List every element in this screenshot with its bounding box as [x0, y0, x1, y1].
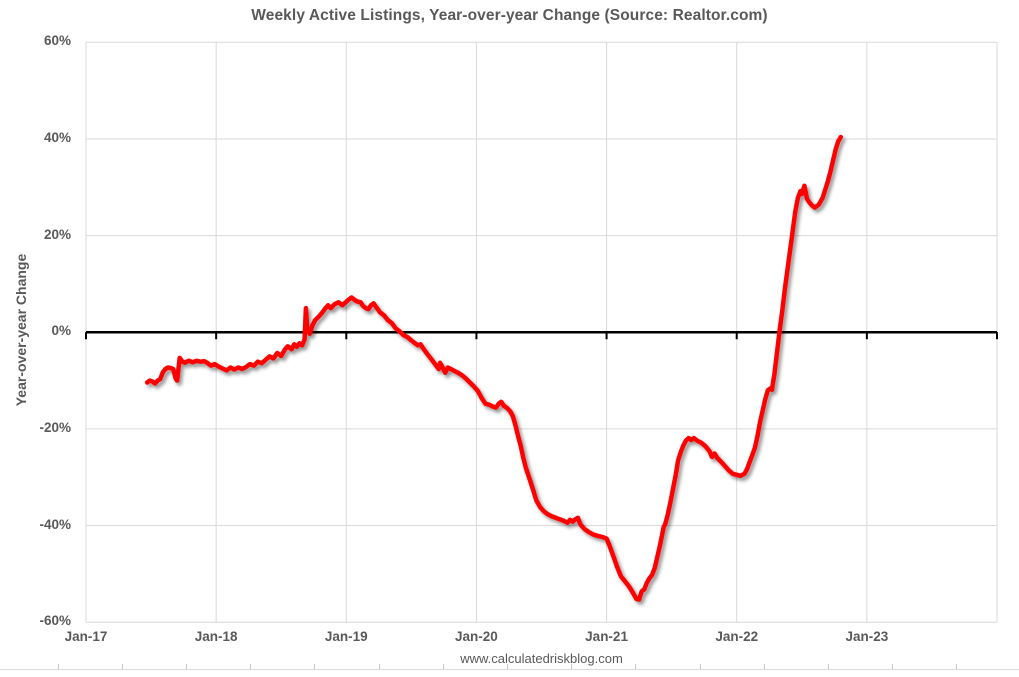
worksheet-column-tick	[892, 664, 894, 669]
x-tick-label: Jan-20	[455, 629, 498, 644]
worksheet-column-tick	[827, 664, 829, 669]
worksheet-column-tick	[314, 664, 316, 669]
worksheet-column-tick	[699, 664, 701, 669]
worksheet-column-tick	[506, 664, 508, 669]
x-tick-label: Jan-21	[585, 629, 628, 644]
worksheet-column-tick	[121, 664, 123, 669]
x-tick-label: Jan-22	[715, 629, 759, 644]
x-tick-label: Jan-23	[845, 629, 889, 644]
worksheet-column-tick	[635, 664, 637, 669]
y-tick-label: 60%	[43, 33, 71, 49]
chart-title: Weekly Active Listings, Year-over-year C…	[251, 7, 768, 24]
worksheet-column-tick	[378, 664, 380, 669]
y-tick-label: -40%	[39, 516, 71, 532]
y-tick-label: 40%	[43, 129, 71, 145]
worksheet-column-tick	[250, 664, 252, 669]
data-line-active-listings-yoy	[144, 134, 844, 602]
worksheet-column-tick	[57, 664, 59, 669]
x-tick-label: Jan-18	[194, 629, 238, 644]
y-tick-label: -60%	[39, 613, 71, 629]
worksheet-column-tick	[185, 664, 187, 669]
worksheet-row-line	[0, 669, 1019, 670]
worksheet-column-tick	[956, 664, 958, 669]
y-tick-label: 20%	[43, 226, 71, 242]
y-tick-label: 0%	[51, 323, 71, 339]
worksheet-column-tick	[571, 664, 573, 669]
watermark: www.calculatedriskblog.com	[460, 651, 623, 666]
worksheet-column-tick	[442, 664, 444, 669]
x-tick-label: Jan-19	[324, 629, 368, 644]
y-tick-label: -20%	[39, 419, 71, 435]
x-tick-label: Jan-17	[64, 629, 108, 644]
worksheet-column-tick	[763, 664, 765, 669]
